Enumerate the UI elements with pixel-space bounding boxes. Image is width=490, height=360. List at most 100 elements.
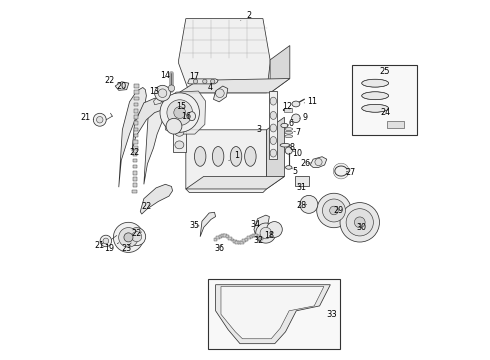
Text: 3: 3 <box>256 125 267 134</box>
Polygon shape <box>186 176 285 189</box>
Ellipse shape <box>270 149 276 157</box>
Circle shape <box>174 107 186 118</box>
Polygon shape <box>119 87 147 187</box>
Text: 1: 1 <box>229 151 240 161</box>
Bar <box>240 241 244 244</box>
Circle shape <box>346 209 373 236</box>
Ellipse shape <box>270 124 276 132</box>
Text: 22: 22 <box>141 202 151 211</box>
Circle shape <box>97 117 103 123</box>
Text: 10: 10 <box>292 149 302 158</box>
Ellipse shape <box>175 129 184 136</box>
Bar <box>133 171 137 175</box>
Ellipse shape <box>285 128 293 131</box>
Text: 35: 35 <box>189 221 199 230</box>
Circle shape <box>322 199 345 222</box>
Circle shape <box>354 217 365 228</box>
Bar <box>132 184 137 187</box>
Circle shape <box>113 222 144 252</box>
Polygon shape <box>216 285 330 344</box>
Circle shape <box>317 193 351 228</box>
Circle shape <box>333 163 349 179</box>
Bar <box>254 234 258 237</box>
Bar <box>134 128 138 131</box>
Text: 6: 6 <box>287 119 294 128</box>
Bar <box>247 236 251 239</box>
Ellipse shape <box>362 92 389 100</box>
Circle shape <box>128 228 146 246</box>
Circle shape <box>93 113 106 126</box>
Text: 8: 8 <box>289 143 295 152</box>
Bar <box>133 140 138 144</box>
Bar <box>133 177 137 181</box>
Bar <box>132 190 137 193</box>
Circle shape <box>300 195 318 213</box>
Ellipse shape <box>175 141 184 149</box>
Bar <box>250 235 253 238</box>
Circle shape <box>103 238 109 244</box>
Polygon shape <box>153 96 163 105</box>
Bar <box>219 235 222 238</box>
Polygon shape <box>270 45 290 93</box>
Bar <box>230 239 234 242</box>
Text: 16: 16 <box>181 112 191 121</box>
Bar <box>133 134 138 138</box>
Polygon shape <box>144 101 163 184</box>
Bar <box>245 238 248 240</box>
Bar <box>133 153 138 156</box>
Circle shape <box>330 206 338 215</box>
Text: 4: 4 <box>207 83 216 94</box>
Ellipse shape <box>175 103 184 111</box>
Bar <box>233 240 237 243</box>
Text: 32: 32 <box>253 236 264 245</box>
Bar <box>134 121 138 125</box>
Polygon shape <box>200 212 216 237</box>
Polygon shape <box>132 98 164 151</box>
Text: 7: 7 <box>294 128 301 137</box>
Bar <box>252 234 256 237</box>
Bar <box>352 65 417 135</box>
Circle shape <box>260 227 271 239</box>
Polygon shape <box>186 130 267 193</box>
Polygon shape <box>221 287 324 339</box>
Circle shape <box>211 79 215 84</box>
Bar <box>284 108 292 112</box>
Text: 22: 22 <box>104 76 118 85</box>
Polygon shape <box>179 78 290 93</box>
Bar <box>238 241 241 244</box>
Text: 23: 23 <box>121 243 131 253</box>
Polygon shape <box>254 215 270 233</box>
Text: 34: 34 <box>250 220 260 229</box>
Polygon shape <box>164 91 205 134</box>
Text: 29: 29 <box>334 206 344 215</box>
Bar <box>226 235 229 238</box>
Bar <box>214 238 218 240</box>
Bar <box>259 237 263 240</box>
Circle shape <box>124 233 133 242</box>
Text: 14: 14 <box>160 71 171 80</box>
Bar <box>134 103 138 107</box>
Circle shape <box>167 100 193 125</box>
Bar <box>387 121 404 128</box>
Polygon shape <box>140 184 172 214</box>
Circle shape <box>256 223 276 243</box>
Polygon shape <box>188 79 218 84</box>
Ellipse shape <box>362 79 389 87</box>
Bar <box>223 234 227 237</box>
Text: 11: 11 <box>304 97 318 106</box>
Bar <box>134 109 138 113</box>
Ellipse shape <box>212 147 224 166</box>
Text: 18: 18 <box>265 231 274 240</box>
Text: 2: 2 <box>241 11 251 21</box>
Ellipse shape <box>292 101 300 107</box>
Bar <box>208 279 341 349</box>
Ellipse shape <box>280 143 290 147</box>
Ellipse shape <box>270 136 276 144</box>
Bar <box>243 239 246 242</box>
Bar <box>221 234 224 237</box>
Circle shape <box>168 85 175 91</box>
Circle shape <box>100 235 112 247</box>
Ellipse shape <box>175 116 184 124</box>
Polygon shape <box>214 86 228 102</box>
Ellipse shape <box>285 135 293 138</box>
